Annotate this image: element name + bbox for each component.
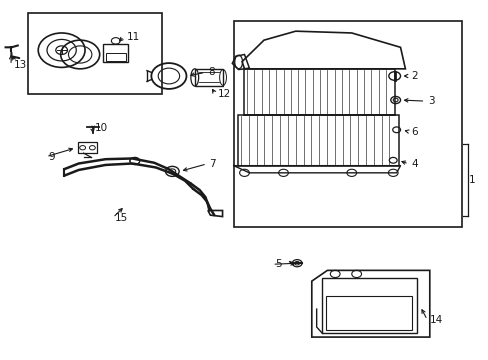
Text: 15: 15: [115, 213, 128, 222]
Bar: [106, 53, 125, 60]
Text: 3: 3: [427, 96, 433, 106]
Text: 10: 10: [95, 123, 108, 133]
Bar: [27, 13, 161, 94]
Bar: [78, 142, 97, 153]
Text: 4: 4: [410, 159, 417, 169]
Bar: [194, 69, 223, 86]
Text: 2: 2: [410, 71, 417, 81]
Text: 14: 14: [429, 315, 442, 325]
Bar: [243, 69, 394, 116]
Text: 7: 7: [209, 159, 216, 169]
Bar: [103, 44, 128, 62]
Text: 5: 5: [274, 259, 281, 269]
Text: 11: 11: [126, 32, 140, 41]
Text: 13: 13: [13, 60, 26, 70]
Bar: [326, 296, 411, 330]
Text: 9: 9: [48, 152, 55, 162]
Bar: [321, 278, 416, 333]
Text: 8: 8: [207, 67, 214, 77]
Bar: [237, 115, 398, 166]
Text: 1: 1: [468, 175, 474, 185]
Text: 6: 6: [410, 127, 417, 136]
Bar: [233, 21, 461, 227]
Text: 12: 12: [217, 89, 230, 99]
